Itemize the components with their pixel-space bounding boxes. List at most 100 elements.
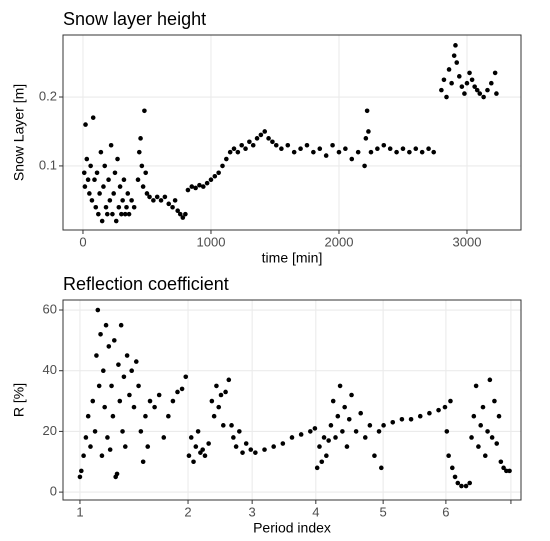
point <box>107 198 113 203</box>
point <box>90 115 96 120</box>
point <box>467 480 473 486</box>
point <box>138 429 144 434</box>
point <box>96 211 101 217</box>
point <box>319 459 325 465</box>
point <box>379 465 384 471</box>
point <box>337 383 343 389</box>
point <box>81 453 86 458</box>
point <box>459 483 464 489</box>
point <box>115 156 120 162</box>
point <box>119 211 124 217</box>
point <box>94 170 100 176</box>
point <box>209 398 215 404</box>
x-tick-label: 2000 <box>325 234 354 249</box>
point <box>88 163 93 169</box>
point <box>211 413 217 419</box>
x-axis-title: time [min] <box>262 250 323 266</box>
point <box>233 444 239 449</box>
point <box>480 404 486 410</box>
panel-border <box>62 34 522 231</box>
point <box>84 156 90 162</box>
point <box>289 435 295 440</box>
point <box>111 338 117 343</box>
point <box>98 149 104 155</box>
point <box>262 447 267 452</box>
point <box>426 146 431 151</box>
point <box>140 184 146 189</box>
point <box>451 53 457 58</box>
point <box>193 185 198 191</box>
point <box>177 211 183 217</box>
point <box>333 435 338 440</box>
point <box>133 359 139 364</box>
point <box>367 423 373 428</box>
point <box>122 444 128 449</box>
point <box>129 198 134 203</box>
point <box>364 108 370 114</box>
point <box>494 91 499 96</box>
x-tick-label: 3 <box>249 504 256 519</box>
point <box>183 211 188 217</box>
point <box>394 149 399 155</box>
point <box>454 60 460 65</box>
point <box>496 413 502 419</box>
point <box>372 453 377 458</box>
point <box>343 146 348 151</box>
x-tick-label: 6 <box>442 504 449 519</box>
point <box>335 413 341 419</box>
point <box>317 146 323 151</box>
point <box>116 362 121 367</box>
point <box>99 453 105 458</box>
point <box>117 398 123 404</box>
point <box>114 471 120 477</box>
point <box>478 423 483 428</box>
x-tick-label: 2 <box>184 504 191 519</box>
point <box>342 404 347 410</box>
point <box>240 450 245 455</box>
point <box>221 423 226 428</box>
point <box>121 177 127 182</box>
point <box>147 398 153 404</box>
point <box>77 474 83 480</box>
point <box>143 413 148 419</box>
point <box>489 80 494 86</box>
point <box>138 136 143 141</box>
point <box>90 398 96 404</box>
point <box>231 435 236 440</box>
y-tick-label: 40 <box>43 362 57 377</box>
point <box>136 149 142 155</box>
point <box>142 108 147 114</box>
point <box>166 201 172 207</box>
point <box>317 444 322 449</box>
point <box>387 146 393 151</box>
point <box>175 389 180 395</box>
point <box>126 211 132 217</box>
point <box>485 87 490 93</box>
point <box>314 465 320 471</box>
point <box>308 429 313 434</box>
point <box>471 413 477 419</box>
point <box>186 453 192 458</box>
point <box>125 191 131 196</box>
point <box>266 136 271 141</box>
point <box>144 191 150 196</box>
point <box>346 416 352 422</box>
point <box>229 423 234 428</box>
point <box>362 163 367 169</box>
point <box>501 465 506 471</box>
point <box>131 404 137 410</box>
y-axis-title: R [%] <box>11 383 27 417</box>
point <box>349 156 355 162</box>
point <box>136 383 141 389</box>
point <box>489 435 495 440</box>
point <box>270 139 275 145</box>
point <box>220 163 225 169</box>
point <box>95 307 101 313</box>
chart-title: Reflection coefficient <box>63 274 229 294</box>
point <box>231 146 237 151</box>
x-axis-title: Period index <box>253 520 331 536</box>
point <box>175 208 180 214</box>
point <box>476 444 481 449</box>
point <box>457 74 462 79</box>
point <box>188 435 194 440</box>
